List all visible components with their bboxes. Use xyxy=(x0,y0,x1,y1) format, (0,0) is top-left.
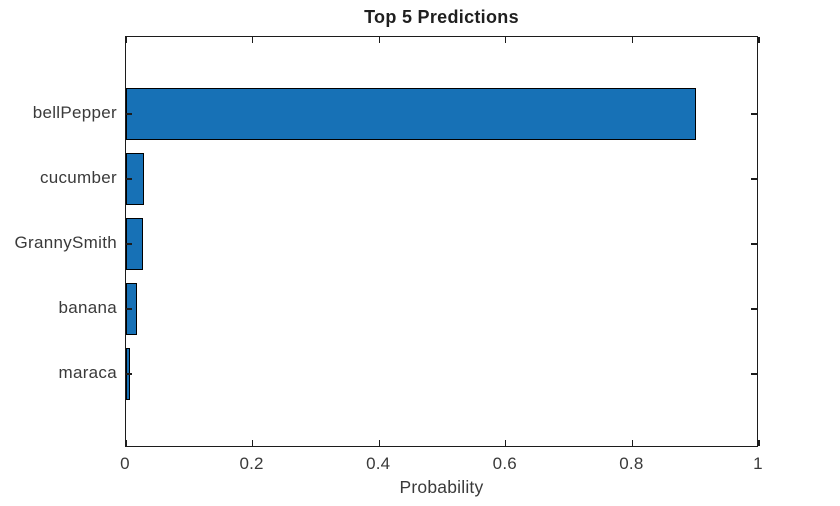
x-tick-bottom xyxy=(631,440,634,446)
x-tick-label: 0.2 xyxy=(239,454,264,473)
x-tick-top xyxy=(631,37,634,43)
x-tick-top xyxy=(505,37,507,43)
y-tick-right xyxy=(751,113,757,115)
plot-area xyxy=(125,36,760,447)
y-tick-left xyxy=(126,373,132,375)
x-tick-bottom xyxy=(505,440,507,446)
y-tick-left xyxy=(126,243,132,245)
x-tick-bottom xyxy=(251,440,254,446)
y-tick-right xyxy=(751,373,757,375)
x-tick-bottom xyxy=(758,440,760,446)
y-tick-right xyxy=(751,243,757,245)
y-tick-right xyxy=(751,178,757,180)
x-tick-label: 0 xyxy=(120,454,130,473)
x-tick-top xyxy=(251,37,254,43)
x-tick-top xyxy=(378,37,380,43)
y-tick-left xyxy=(126,178,132,180)
y-tick-label: GrannySmith xyxy=(14,233,117,252)
y-tick-label: cucumber xyxy=(39,168,117,187)
y-tick-left xyxy=(126,113,132,115)
x-tick-bottom xyxy=(125,440,127,446)
x-tick-label: 0.6 xyxy=(492,454,517,473)
x-tick-label: 0.4 xyxy=(366,454,391,473)
y-tick-label: bellPepper xyxy=(32,103,117,122)
bar-bellPepper xyxy=(126,88,696,140)
x-tick-label: 0.8 xyxy=(619,454,644,473)
y-tick-label: banana xyxy=(58,298,117,317)
y-tick-label: maraca xyxy=(58,363,117,382)
y-tick-right xyxy=(751,308,757,310)
y-tick-left xyxy=(126,308,132,310)
x-tick-top xyxy=(125,37,127,43)
x-tick-top xyxy=(758,37,760,43)
x-tick-label: 1 xyxy=(753,454,763,473)
chart-title: Top 5 Predictions xyxy=(364,7,519,27)
x-tick-bottom xyxy=(378,440,380,446)
x-axis-label: Probability xyxy=(399,477,484,497)
